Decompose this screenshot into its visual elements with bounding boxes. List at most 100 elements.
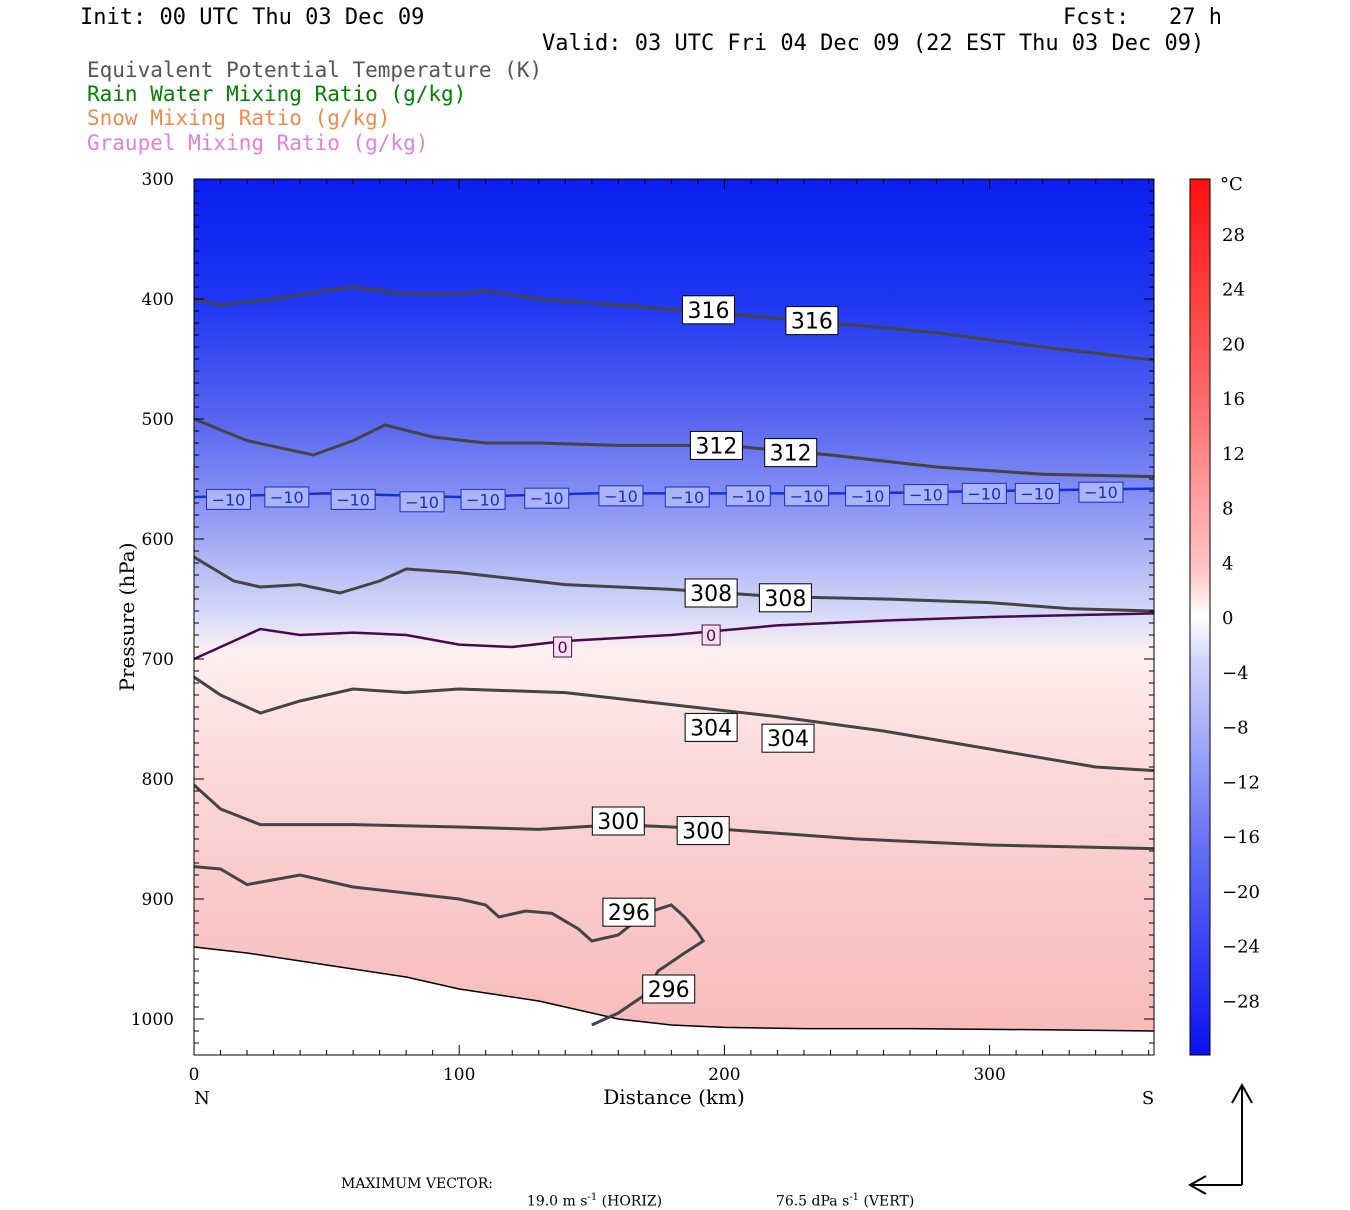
x-tick-label: 0 <box>189 1065 200 1085</box>
temperature-label: −10 <box>530 489 564 508</box>
theta-e-label: 304 <box>690 716 732 741</box>
temperature-label: −10 <box>466 490 500 509</box>
temperature-label-box <box>903 484 949 506</box>
legend-rain-water: Rain Water Mixing Ratio (g/kg) <box>87 82 467 106</box>
colorbar-label: −20 <box>1222 882 1260 903</box>
colorbar-label: −24 <box>1222 937 1260 958</box>
colorbar-label: 0 <box>1222 608 1233 629</box>
temperature-label: −10 <box>731 487 765 506</box>
below-ground-area <box>194 947 1154 1055</box>
colorbar-label: 16 <box>1222 389 1245 410</box>
x-axis-label: Distance (km) <box>603 1085 745 1109</box>
temperature-label-box <box>664 486 710 508</box>
y-tick-label: 800 <box>142 770 174 790</box>
max-vert-vector: 76.5 dPa s-1 (VERT) <box>767 1176 914 1210</box>
theta-e-label: 300 <box>597 810 639 835</box>
theta-e-label-box <box>761 723 815 753</box>
temperature-label-box <box>725 485 771 507</box>
horiz-exp: -1 <box>587 1192 598 1203</box>
theta-e-label: 296 <box>648 978 690 1003</box>
colorbar-label: 8 <box>1222 499 1233 520</box>
temperature-label: −10 <box>670 488 704 507</box>
theta-e-label-box <box>591 806 645 836</box>
temperature-label: −10 <box>212 490 246 509</box>
plot-frame <box>193 178 1155 1056</box>
legend-theta-e: Equivalent Potential Temperature (K) <box>87 58 543 82</box>
temperature-label-box <box>264 486 310 508</box>
y-axis-label: Pressure (hPa) <box>115 543 139 692</box>
horizontal-reference-arrowhead <box>1187 1175 1207 1195</box>
x-tick-label: 100 <box>443 1065 475 1085</box>
colorbar-label: 20 <box>1222 334 1245 355</box>
temperature-label-box <box>460 488 506 510</box>
valid-time: Valid: 03 UTC Fri 04 Dec 09 (22 EST Thu … <box>542 31 1205 56</box>
vertical-reference-arrowhead <box>1231 1082 1253 1104</box>
temperature-label: −10 <box>604 487 638 506</box>
y-tick-label: 900 <box>142 890 174 910</box>
colorbar-label: 4 <box>1222 553 1233 574</box>
horiz-value: 19.0 m s <box>526 1193 588 1210</box>
theta-e-label: 316 <box>791 310 833 335</box>
temperature-label-box <box>399 491 445 513</box>
theta-e-contour-304 <box>194 675 1154 773</box>
temperature-label: −10 <box>336 490 370 509</box>
theta-e-label: 308 <box>690 582 732 607</box>
theta-e-label-box <box>764 438 818 468</box>
temperature-label: −10 <box>967 484 1001 503</box>
temperature-label-box <box>1014 482 1060 504</box>
theta-e-label: 296 <box>608 901 650 926</box>
x-tick-label: 300 <box>973 1065 1005 1085</box>
y-tick-label: 500 <box>142 410 174 430</box>
theta-e-label: 308 <box>764 587 806 612</box>
init-time: Init: 00 UTC Thu 03 Dec 09 <box>80 5 425 30</box>
colorbar-label: −28 <box>1222 991 1260 1012</box>
legend-snow: Snow Mixing Ratio (g/kg) <box>87 106 391 130</box>
temperature-label: −10 <box>790 487 824 506</box>
temperature-label: −10 <box>909 486 943 505</box>
temperature-label: −10 <box>1020 484 1054 503</box>
temperature-label: −10 <box>1084 483 1118 502</box>
theta-e-label-box <box>684 712 738 742</box>
vert-exp: -1 <box>849 1192 860 1203</box>
max-horiz-vector: 19.0 m s-1 (HORIZ) <box>518 1176 662 1210</box>
forecast-hour: Fcst: 27 h <box>1063 5 1222 30</box>
theta-e-contour-296 <box>194 865 706 1027</box>
legend-graupel: Graupel Mixing Ratio (g/kg) <box>87 131 429 155</box>
max-vector-label: MAXIMUM VECTOR: <box>341 1176 493 1192</box>
x-tick-label: 200 <box>708 1065 740 1085</box>
colorbar-label: 28 <box>1222 225 1245 246</box>
theta-e-label-box <box>602 897 656 927</box>
theta-e-label-box <box>642 974 696 1004</box>
colorbar-label: −16 <box>1222 827 1260 848</box>
theta-e-label: 312 <box>770 442 812 467</box>
horiz-tag: (HORIZ) <box>601 1193 663 1210</box>
colorbar-unit: °C <box>1220 174 1243 195</box>
surface-pressure-line <box>194 946 1154 1032</box>
temperature-label: 0 <box>706 626 716 645</box>
temperature-label-box <box>205 488 251 510</box>
theta-e-label-box <box>689 430 743 460</box>
colorbar-label: 12 <box>1222 444 1245 465</box>
y-tick-label: 300 <box>142 170 174 190</box>
colorbar <box>1189 178 1211 1056</box>
temperature-label-box <box>553 636 573 658</box>
temperature-label-box <box>961 482 1007 504</box>
y-tick-label: 1000 <box>131 1010 174 1030</box>
colorbar-label: −4 <box>1222 663 1249 684</box>
y-tick-label: 600 <box>142 530 174 550</box>
theta-e-contour-312 <box>194 417 1154 479</box>
theta-e-label-box <box>758 583 812 613</box>
north-end-label: N <box>194 1088 210 1109</box>
temperature-label-box <box>701 624 721 646</box>
temperature-label: −10 <box>851 487 885 506</box>
theta-e-label: 316 <box>687 299 729 324</box>
theta-e-label: 312 <box>695 434 737 459</box>
south-end-label: S <box>1142 1088 1154 1109</box>
temperature-label-box <box>330 488 376 510</box>
vert-tag: (VERT) <box>863 1193 915 1210</box>
theta-e-label-box <box>676 816 730 846</box>
temperature-label: −10 <box>270 488 304 507</box>
theta-e-label: 304 <box>767 727 809 752</box>
colorbar-label: 24 <box>1222 280 1245 301</box>
